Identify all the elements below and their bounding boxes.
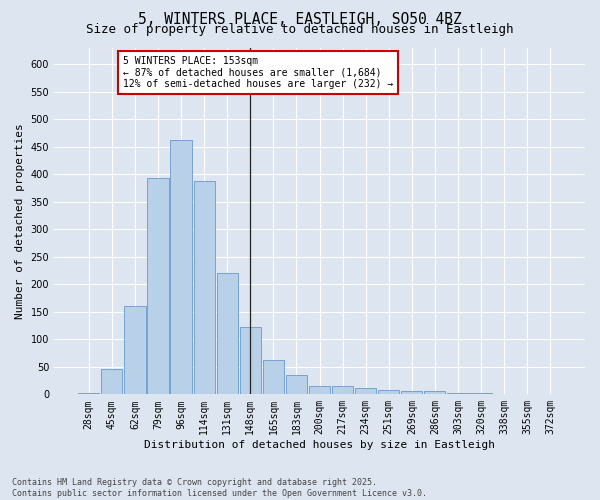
Bar xyxy=(378,390,400,394)
Bar xyxy=(170,140,191,394)
Bar xyxy=(194,180,215,394)
Bar xyxy=(401,391,422,394)
Bar xyxy=(263,360,284,394)
Bar xyxy=(101,369,122,394)
Y-axis label: Number of detached properties: Number of detached properties xyxy=(15,123,25,319)
Bar xyxy=(239,327,261,394)
Text: 5 WINTERS PLACE: 153sqm
← 87% of detached houses are smaller (1,684)
12% of semi: 5 WINTERS PLACE: 153sqm ← 87% of detache… xyxy=(123,56,394,90)
Bar xyxy=(78,392,100,394)
Bar xyxy=(124,306,146,394)
Bar xyxy=(286,375,307,394)
Bar xyxy=(355,388,376,394)
Bar xyxy=(470,393,491,394)
Bar xyxy=(448,393,469,394)
Bar xyxy=(424,391,445,394)
Text: 5, WINTERS PLACE, EASTLEIGH, SO50 4BZ: 5, WINTERS PLACE, EASTLEIGH, SO50 4BZ xyxy=(138,12,462,28)
Bar xyxy=(332,386,353,394)
X-axis label: Distribution of detached houses by size in Eastleigh: Distribution of detached houses by size … xyxy=(144,440,495,450)
Text: Contains HM Land Registry data © Crown copyright and database right 2025.
Contai: Contains HM Land Registry data © Crown c… xyxy=(12,478,427,498)
Text: Size of property relative to detached houses in Eastleigh: Size of property relative to detached ho… xyxy=(86,22,514,36)
Bar xyxy=(309,386,330,394)
Bar xyxy=(217,273,238,394)
Bar xyxy=(148,178,169,394)
